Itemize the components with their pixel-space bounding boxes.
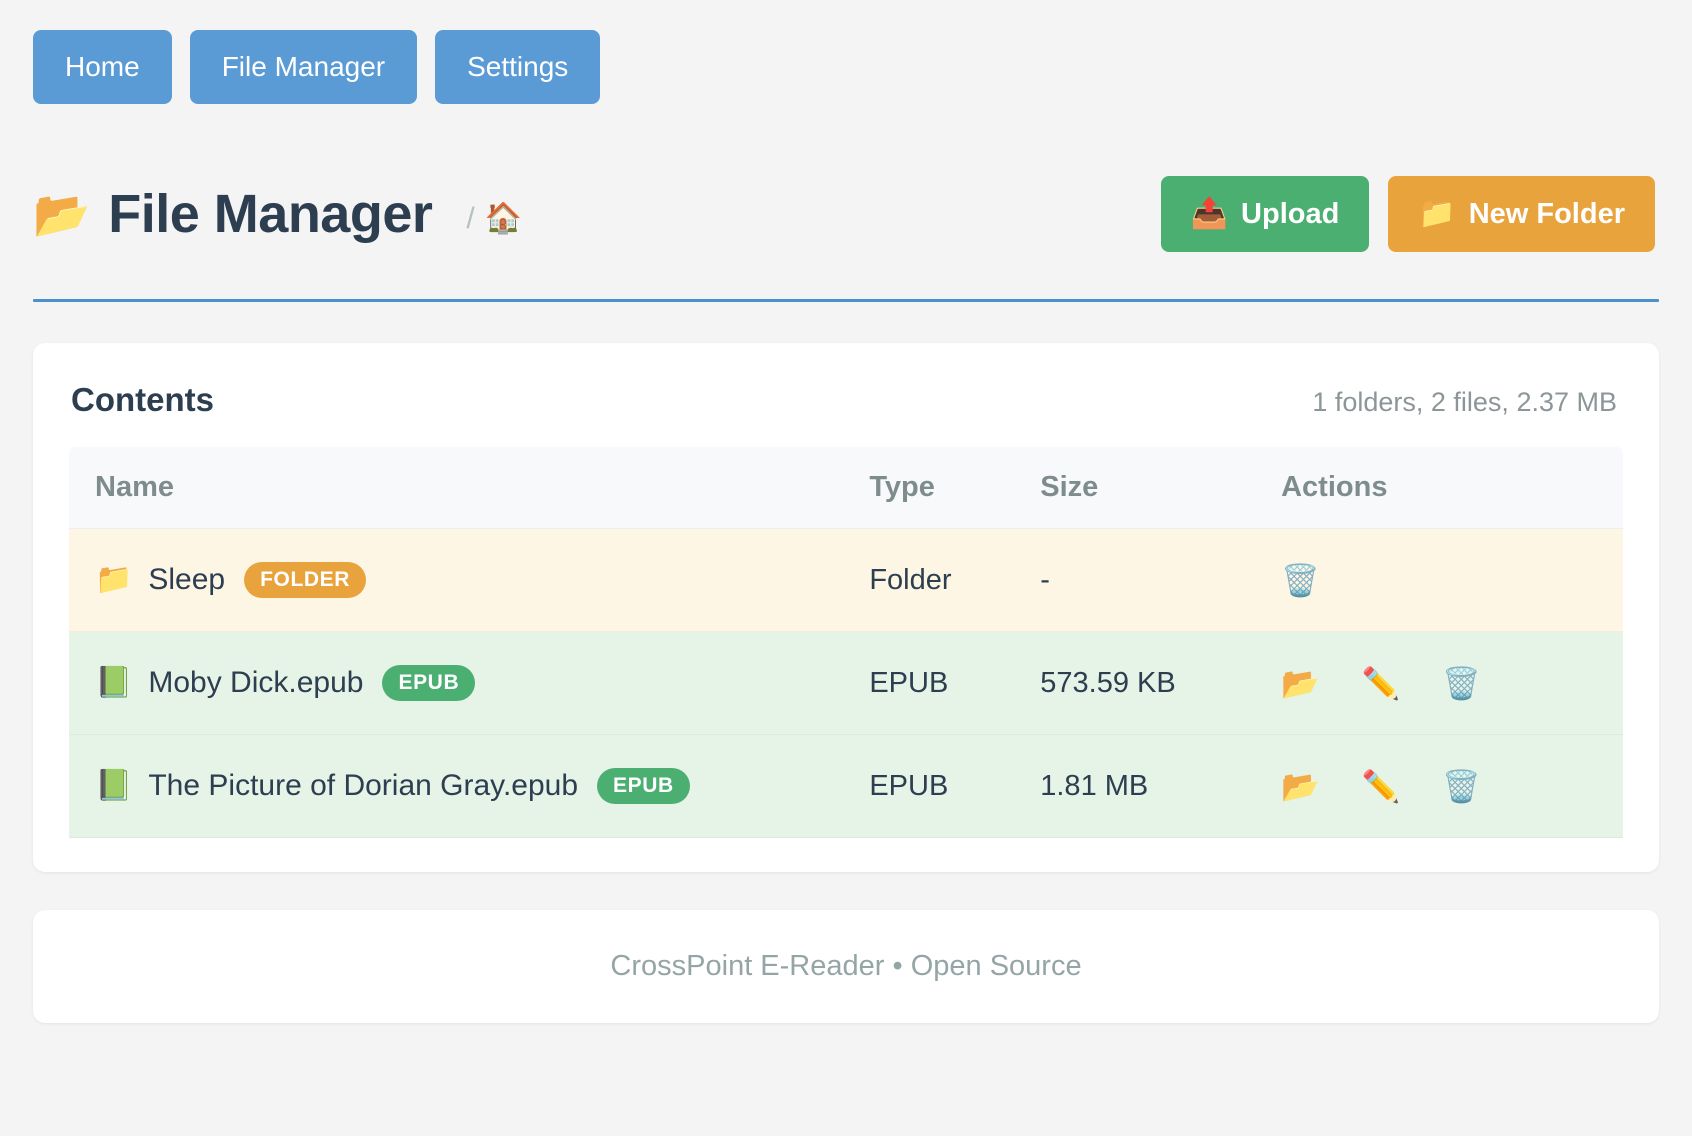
upload-icon: 📤 bbox=[1190, 197, 1229, 230]
breadcrumb: / 🏠 bbox=[466, 192, 522, 236]
file-table-body: 📁 Sleep FOLDER Folder - 🗑️ bbox=[69, 528, 1623, 838]
name-cell: 📁 Sleep FOLDER bbox=[95, 562, 869, 598]
cell-type: EPUB bbox=[869, 734, 1041, 838]
book-icon: 📗 bbox=[95, 769, 133, 802]
home-icon[interactable]: 🏠 bbox=[484, 202, 523, 235]
page-title: File Manager bbox=[108, 183, 433, 244]
column-header-actions: Actions bbox=[1281, 447, 1623, 529]
cell-name: 📗 The Picture of Dorian Gray.epub EPUB bbox=[69, 734, 870, 838]
contents-card: Contents 1 folders, 2 files, 2.37 MB Nam… bbox=[33, 343, 1659, 872]
file-table-head: Name Type Size Actions bbox=[69, 447, 1623, 529]
nav-button-file-manager[interactable]: File Manager bbox=[189, 30, 418, 104]
column-header-type[interactable]: Type bbox=[869, 447, 1041, 529]
file-table: Name Type Size Actions 📁 Sleep FOLDER bbox=[69, 447, 1623, 838]
open-folder-icon: 📂 bbox=[33, 188, 91, 240]
name-cell: 📗 Moby Dick.epub EPUB bbox=[95, 665, 869, 701]
table-row[interactable]: 📗 The Picture of Dorian Gray.epub EPUB E… bbox=[69, 734, 1623, 838]
column-header-size[interactable]: Size bbox=[1040, 447, 1282, 529]
status-badge: FOLDER bbox=[244, 562, 367, 598]
folder-icon: 📁 bbox=[95, 563, 133, 596]
table-row[interactable]: 📁 Sleep FOLDER Folder - 🗑️ bbox=[69, 528, 1623, 632]
column-header-name[interactable]: Name bbox=[69, 447, 870, 529]
cell-actions: 🗑️ bbox=[1281, 528, 1623, 632]
contents-title: Contents bbox=[71, 381, 214, 418]
page-header: 📂 File Manager / 🏠 📤 Upload 📁 New Folder bbox=[33, 176, 1659, 252]
breadcrumb-separator: / bbox=[466, 202, 475, 235]
cell-size: - bbox=[1040, 528, 1282, 632]
rename-icon[interactable]: ✏️ bbox=[1361, 768, 1401, 804]
cell-actions: 📂 ✏️ 🗑️ bbox=[1281, 734, 1623, 838]
cell-name: 📁 Sleep FOLDER bbox=[69, 528, 870, 632]
cell-type: Folder bbox=[869, 528, 1041, 632]
cell-size: 1.81 MB bbox=[1040, 734, 1282, 838]
name-cell: 📗 The Picture of Dorian Gray.epub EPUB bbox=[95, 768, 869, 804]
item-name[interactable]: Sleep bbox=[148, 563, 226, 596]
nav-button-home[interactable]: Home bbox=[33, 30, 172, 104]
cell-actions: 📂 ✏️ 🗑️ bbox=[1281, 631, 1623, 735]
contents-summary: 1 folders, 2 files, 2.37 MB bbox=[1312, 387, 1617, 417]
table-header-row: Name Type Size Actions bbox=[69, 447, 1623, 529]
status-badge: EPUB bbox=[597, 768, 690, 804]
status-badge: EPUB bbox=[382, 665, 476, 701]
new-folder-button[interactable]: 📁 New Folder bbox=[1388, 176, 1655, 252]
contents-header: Contents 1 folders, 2 files, 2.37 MB bbox=[69, 381, 1623, 419]
delete-icon[interactable]: 🗑️ bbox=[1442, 665, 1481, 701]
table-row[interactable]: 📗 Moby Dick.epub EPUB EPUB 573.59 KB 📂 ✏… bbox=[69, 631, 1623, 735]
cell-size: 573.59 KB bbox=[1040, 631, 1282, 735]
upload-button[interactable]: 📤 Upload bbox=[1160, 176, 1370, 252]
move-icon[interactable]: 📂 bbox=[1281, 768, 1320, 804]
footer: CrossPoint E-Reader • Open Source bbox=[33, 910, 1659, 1023]
main-navigation: Home File Manager Settings bbox=[33, 30, 1659, 104]
new-folder-button-label: New Folder bbox=[1468, 198, 1625, 230]
item-name[interactable]: Moby Dick.epub bbox=[148, 666, 364, 699]
actions-cell: 📂 ✏️ 🗑️ bbox=[1281, 668, 1623, 699]
title-block: 📂 File Manager / 🏠 bbox=[33, 183, 522, 244]
upload-button-label: Upload bbox=[1241, 198, 1340, 230]
header-divider bbox=[33, 299, 1659, 302]
item-name[interactable]: The Picture of Dorian Gray.epub bbox=[148, 769, 579, 802]
nav-button-settings[interactable]: Settings bbox=[435, 30, 601, 104]
footer-text: CrossPoint E-Reader • Open Source bbox=[610, 950, 1082, 982]
cell-type: EPUB bbox=[869, 631, 1041, 735]
actions-cell: 📂 ✏️ 🗑️ bbox=[1281, 771, 1623, 802]
rename-icon[interactable]: ✏️ bbox=[1361, 665, 1401, 701]
header-actions: 📤 Upload 📁 New Folder bbox=[1160, 176, 1655, 252]
book-icon: 📗 bbox=[95, 666, 133, 699]
delete-icon[interactable]: 🗑️ bbox=[1442, 768, 1481, 804]
delete-icon[interactable]: 🗑️ bbox=[1281, 562, 1320, 598]
move-icon[interactable]: 📂 bbox=[1281, 665, 1320, 701]
cell-name: 📗 Moby Dick.epub EPUB bbox=[69, 631, 870, 735]
folder-icon: 📁 bbox=[1418, 197, 1456, 230]
actions-cell: 🗑️ bbox=[1281, 565, 1623, 596]
